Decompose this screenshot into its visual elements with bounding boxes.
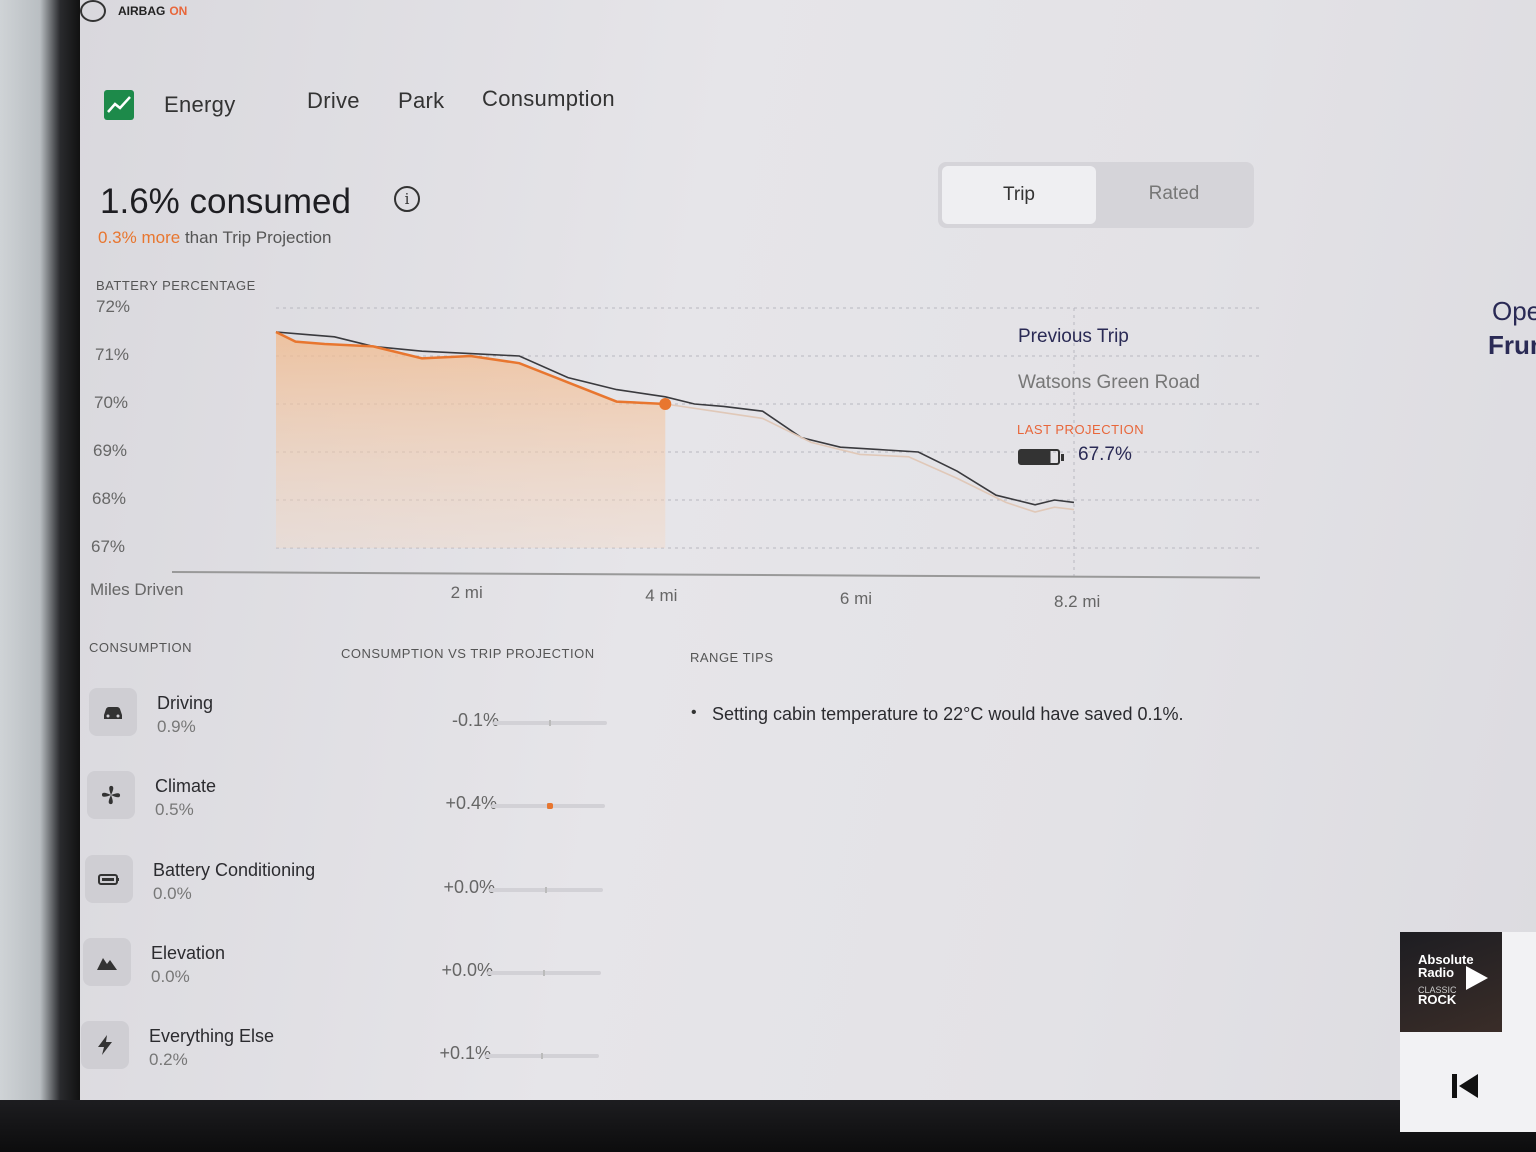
airbag-icon	[80, 0, 106, 22]
bar-center-mark	[549, 720, 551, 726]
consumption-climate-diff: +0.4%	[445, 793, 497, 813]
consumption-elevation-value: 0.0%	[151, 967, 190, 986]
y-tick-label: 67%	[91, 537, 126, 556]
bar-center-mark	[545, 887, 547, 893]
previous-trip-road: Watsons Green Road	[1018, 372, 1200, 393]
mountain-icon-tile	[83, 938, 131, 986]
energy-chart-icon[interactable]	[104, 90, 134, 120]
x-tick-label: 8.2 mi	[1054, 592, 1101, 611]
info-icon[interactable]: i	[394, 186, 420, 212]
consumption-battery-conditioning-diff: +0.0%	[443, 877, 495, 897]
consumption-climate-bar	[491, 803, 605, 809]
projection-delta-suffix: than Trip Projection	[184, 228, 332, 247]
screen-bezel-bottom	[0, 1100, 1536, 1152]
y-tick-label: 70%	[94, 393, 129, 412]
battery-chart	[171, 307, 1260, 579]
airbag-indicator: AIRBAG ON	[118, 4, 187, 18]
toggle-trip-button[interactable]: Trip	[942, 166, 1096, 224]
y-tick-label: 72%	[96, 297, 131, 316]
bar-center-mark	[543, 970, 545, 976]
airbag-label: AIRBAG	[118, 4, 166, 18]
station-line2: Radio	[1418, 965, 1455, 980]
consumption-elevation-bar	[487, 970, 601, 976]
tab-energy[interactable]: Energy	[164, 92, 236, 117]
consumption-everything-else-bar	[485, 1053, 599, 1059]
y-tick-label: 68%	[92, 489, 127, 508]
frunk-label[interactable]: Frun	[1488, 330, 1536, 360]
consumption-driving-bar	[493, 720, 607, 726]
station-line1: Absolute	[1418, 952, 1474, 967]
consumption-everything-else-name: Everything Else	[149, 1026, 275, 1046]
last-projection-label: LAST PROJECTION	[1017, 422, 1145, 437]
y-tick-label: 71%	[95, 345, 130, 364]
range-tips-heading: RANGE TIPS	[690, 650, 774, 665]
consumption-driving-name: Driving	[157, 693, 214, 713]
consumption-climate-value: 0.5%	[155, 800, 194, 819]
consumption-elevation-diff: +0.0%	[441, 960, 493, 980]
screen-bezel-left	[0, 0, 80, 1152]
open-trunk-label[interactable]: Ope	[1492, 296, 1536, 326]
tip-bullet: •	[691, 704, 697, 721]
range-tip-text: Setting cabin temperature to 22°C would …	[712, 704, 1184, 724]
y-tick-label: 69%	[93, 441, 128, 460]
x-tick-label: 4 mi	[645, 586, 678, 605]
x-tick-label: 6 mi	[839, 589, 873, 608]
current-position-marker	[659, 398, 672, 410]
airbag-status: ON	[169, 4, 188, 18]
consumption-heading: CONSUMPTION	[89, 640, 192, 655]
play-icon	[1466, 966, 1488, 990]
tab-drive[interactable]: Drive	[307, 88, 360, 113]
consumption-elevation-name: Elevation	[151, 943, 226, 963]
x-tick-label: 2 mi	[450, 583, 483, 602]
station-genre: ROCK	[1418, 992, 1457, 1007]
station-genre-small: CLASSIC	[1418, 985, 1457, 995]
projection-delta: 0.3% more	[98, 228, 181, 247]
energy-app-screen	[80, 0, 1536, 1105]
current-trip-area	[276, 332, 666, 548]
chart-title: BATTERY PERCENTAGE	[96, 278, 256, 293]
car-icon-tile	[89, 688, 137, 736]
lightning-icon-tile	[81, 1021, 129, 1069]
bar-fill	[547, 803, 553, 809]
projection-comparison: 0.3% more than Trip Projection	[98, 228, 331, 248]
fan-icon-tile	[87, 771, 135, 819]
series-projection-line	[665, 403, 1075, 513]
consumption-everything-else-value: 0.2%	[149, 1050, 188, 1069]
consumption-climate-name: Climate	[155, 776, 217, 796]
x-axis	[171, 571, 1260, 579]
toggle-rated-button[interactable]: Rated	[1148, 183, 1200, 204]
tab-park[interactable]: Park	[398, 88, 445, 113]
bar-center-mark	[541, 1053, 543, 1059]
consumption-battery-conditioning-name: Battery Conditioning	[153, 860, 316, 880]
previous-track-icon[interactable]	[1450, 1072, 1482, 1100]
consumed-headline: 1.6% consumed	[100, 182, 351, 221]
series-previous-line	[275, 331, 1075, 506]
series-current-line	[275, 330, 666, 406]
consumption-driving-value: 0.9%	[157, 717, 196, 736]
x-axis-label: Miles Driven	[90, 580, 184, 599]
consumption-vs-heading: CONSUMPTION VS TRIP PROJECTION	[341, 646, 595, 661]
battery-icon-tile	[85, 855, 133, 903]
station-logo-text: Absolute Radio	[1418, 953, 1474, 979]
previous-trip-title: Previous Trip	[1018, 326, 1129, 347]
consumption-battery-conditioning-value: 0.0%	[153, 884, 192, 903]
last-projection-value: 67.7%	[1078, 444, 1132, 465]
consumption-everything-else-diff: +0.1%	[439, 1043, 491, 1063]
battery-icon	[1018, 449, 1064, 465]
consumption-driving-diff: -0.1%	[451, 710, 499, 730]
consumption-battery-conditioning-bar	[489, 887, 603, 893]
tab-consumption[interactable]: Consumption	[482, 86, 615, 111]
